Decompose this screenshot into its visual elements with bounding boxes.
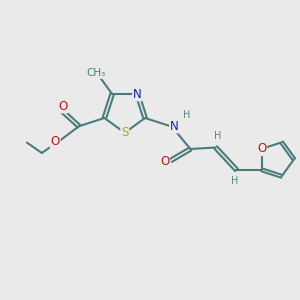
Text: O: O (50, 135, 60, 148)
Text: O: O (160, 155, 169, 168)
Text: N: N (170, 120, 179, 133)
Text: H: H (182, 110, 190, 120)
Text: CH₃: CH₃ (86, 68, 105, 78)
Text: H: H (231, 176, 239, 186)
Text: N: N (133, 88, 142, 100)
Text: O: O (257, 142, 266, 155)
Text: O: O (58, 100, 67, 112)
Text: H: H (214, 131, 222, 141)
Text: S: S (121, 126, 128, 139)
